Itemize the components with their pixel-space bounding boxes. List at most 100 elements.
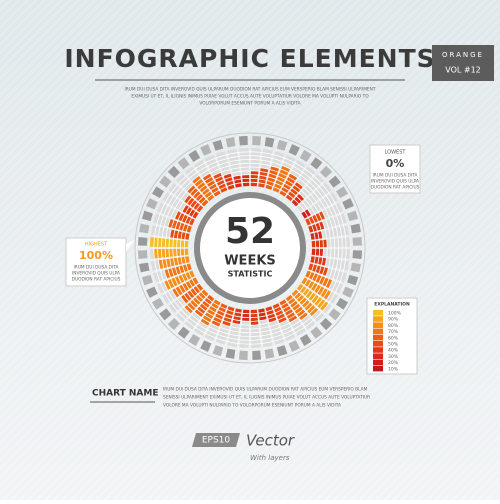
outer-tab: [342, 198, 354, 210]
outer-tab: [146, 286, 158, 298]
legend-swatch: [373, 353, 383, 359]
outer-tab: [264, 137, 275, 148]
outer-ring: [134, 132, 366, 364]
outer-tab: [310, 326, 323, 339]
outer-tab: [350, 262, 361, 273]
legend-swatch: [373, 328, 383, 335]
outer-tab: [299, 149, 312, 162]
bar-track: [301, 192, 338, 219]
bar: [285, 294, 308, 321]
badge: [432, 45, 494, 81]
radial-chart: [134, 132, 366, 364]
outer-tab: [276, 139, 288, 151]
outer-tab: [151, 297, 164, 310]
segment-gap: [164, 162, 336, 334]
badge-bottom: VOL #12: [445, 66, 481, 75]
legend-swatch: [373, 316, 383, 322]
segment-gap: [168, 166, 332, 330]
outer-tab: [350, 223, 361, 234]
outer-tab: [328, 175, 341, 188]
bar: [291, 289, 319, 317]
legend-label: 50%: [388, 342, 399, 348]
lowest-label: LOWEST: [385, 150, 407, 156]
lowest-text: DUODION RAT APICIUS: [371, 185, 420, 191]
callout-pointer: [126, 240, 134, 252]
chart-text: VOLORE MA VOLUPTI NULPARIO TO VOLORPORUM…: [163, 403, 341, 409]
segment-gap: [179, 177, 320, 318]
segment-gap: [183, 181, 317, 315]
outer-tab: [200, 340, 212, 352]
vector-label: Vector: [246, 432, 295, 450]
outer-tab: [347, 210, 359, 222]
highest-value: 100%: [79, 249, 113, 262]
chart-name: CHART NAME: [92, 389, 159, 399]
outer-tab: [188, 334, 201, 347]
segment-gap: [176, 174, 324, 322]
badge-top: ORANGE: [442, 51, 484, 59]
layers-label: With layers: [250, 454, 290, 462]
legend-swatch: [373, 341, 383, 347]
outer-tab: [299, 334, 312, 347]
outer-tab: [225, 348, 236, 359]
outer-tab: [167, 165, 181, 179]
outer-tab: [138, 236, 148, 246]
intro-text: VOLORPORUM ESENIUNT PORUM A ALIS VIDITA: [199, 101, 300, 107]
bar: [242, 309, 250, 322]
lowest-callout: [369, 144, 421, 194]
outer-tab: [347, 274, 359, 286]
outer-tab: [159, 175, 172, 188]
legend-label: 100%: [388, 311, 402, 317]
legend-label: 20%: [388, 360, 399, 366]
legend-label: 10%: [388, 366, 399, 372]
bar: [200, 299, 221, 326]
legend-label: 40%: [388, 348, 399, 354]
legend-swatch: [373, 310, 383, 316]
bar: [164, 263, 192, 279]
outer-tab: [252, 350, 262, 360]
legend-swatch: [373, 322, 383, 328]
outer-tab: [319, 317, 333, 331]
eps-badge: [192, 433, 240, 447]
outer-tab: [238, 350, 248, 360]
outer-tab: [288, 340, 300, 352]
bar: [192, 175, 215, 202]
outer-tab: [141, 274, 153, 286]
intro-text: IRUM DUI DUSA DITA INVEROVID QUIS ULPARU…: [125, 87, 376, 93]
legend-swatch: [373, 365, 383, 372]
bar: [311, 248, 324, 256]
outer-tab: [352, 250, 362, 260]
outer-tab: [167, 317, 181, 331]
bar: [153, 248, 189, 259]
bar: [310, 231, 323, 240]
eps-label: EPS10: [202, 436, 231, 446]
bar: [285, 181, 303, 202]
chart-text: SENISSI ULPARIMENT EXIMUSI UT ET, IL ILI…: [163, 395, 370, 401]
legend-label: 90%: [388, 317, 399, 323]
bar: [301, 277, 332, 300]
lowest-value: 0%: [386, 157, 405, 170]
center-number: 52: [225, 211, 275, 252]
legend-label: 60%: [388, 335, 399, 341]
legend-swatch: [373, 359, 383, 366]
center-line2: STATISTIC: [228, 270, 273, 279]
outer-tab: [310, 157, 323, 170]
outer-tab: [159, 308, 172, 321]
segment-gap: [160, 158, 339, 337]
outer-tab: [288, 144, 300, 156]
outer-tab: [146, 198, 158, 210]
outer-tab: [177, 326, 190, 339]
outer-tab: [342, 286, 354, 298]
center-disc: [200, 198, 300, 298]
chart-text: IRUM DUI DUSA DITA INVEROVID QUIS ULPARU…: [163, 387, 368, 393]
segment-gap: [153, 151, 347, 345]
outer-tab: [177, 157, 190, 170]
outer-tab: [138, 250, 148, 260]
bar: [258, 308, 267, 321]
legend-label: 30%: [388, 354, 399, 360]
bar: [172, 277, 199, 298]
outer-tab: [336, 297, 349, 310]
outer-tab: [276, 345, 288, 357]
explanation-title: EXPLANATION: [374, 302, 410, 308]
highest-text: IRUM DUI DUSA DITA: [74, 265, 119, 271]
